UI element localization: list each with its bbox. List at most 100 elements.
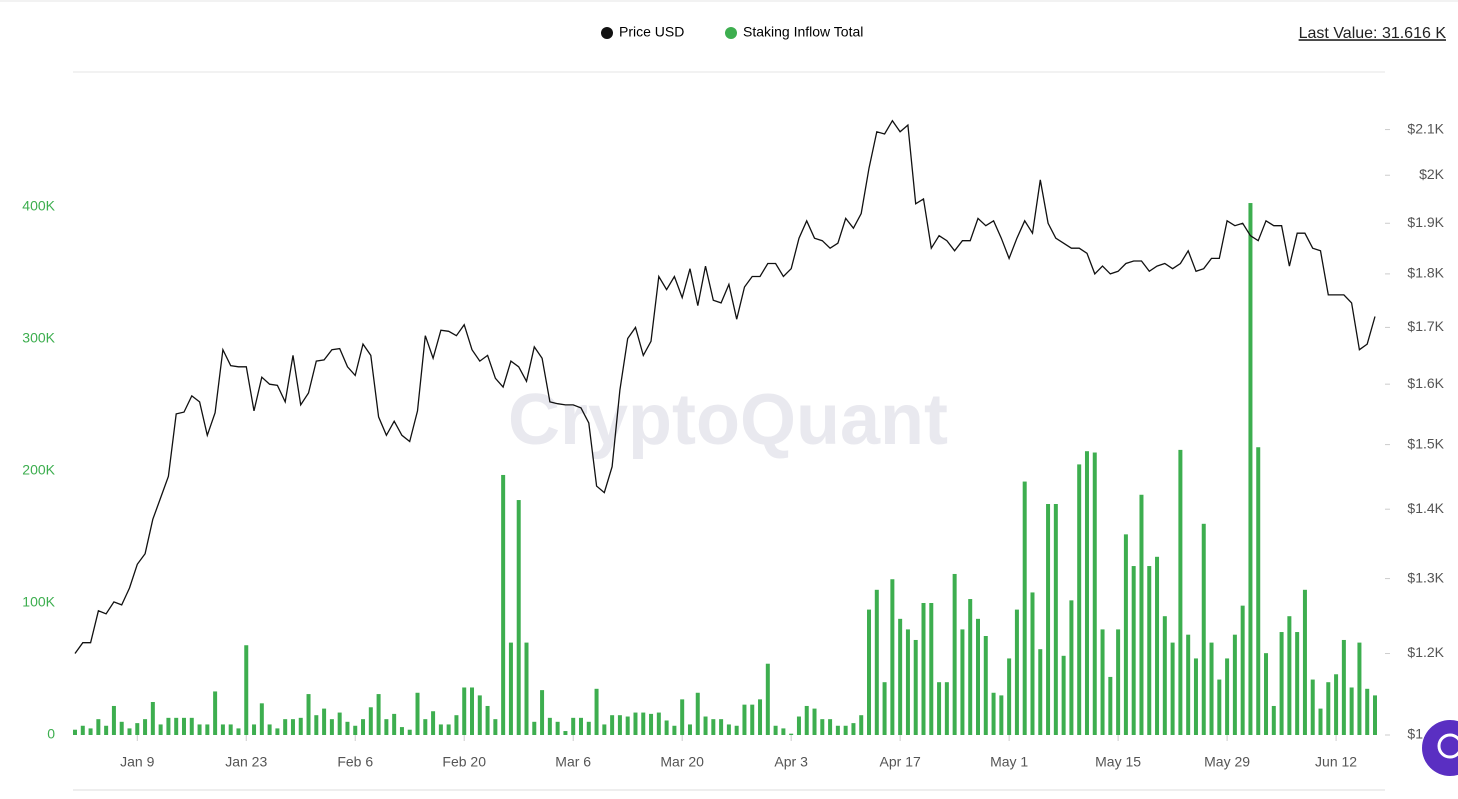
labels: 0100K200K300K400K$1.1K$1.2K$1.3K$1.4K$1.… [22, 120, 1444, 769]
bar [1209, 642, 1214, 735]
bar [1053, 504, 1058, 735]
bar [438, 724, 443, 735]
bar [835, 725, 840, 735]
bar [189, 717, 194, 735]
bar [485, 705, 490, 735]
bar [322, 708, 327, 735]
bar [423, 719, 428, 735]
bar [851, 723, 856, 735]
bar [236, 728, 241, 735]
bar [353, 725, 358, 735]
bar [1341, 639, 1346, 735]
y2-tick-label: $2.1K [1407, 120, 1444, 136]
bar [111, 705, 116, 735]
y2-tick-label: $1.8K [1407, 265, 1444, 281]
bar [890, 579, 895, 735]
bar [158, 724, 163, 735]
bar [641, 712, 646, 735]
bar [306, 694, 311, 735]
bar [244, 645, 249, 735]
x-tick-label: Jan 9 [120, 754, 154, 770]
bar [1256, 447, 1261, 735]
legend-label[interactable]: Staking Inflow Total [743, 24, 863, 40]
lines [74, 119, 1376, 654]
x-tick-label: Feb 6 [337, 754, 373, 770]
bar [664, 720, 669, 735]
legend-label[interactable]: Price USD [619, 24, 684, 40]
bar [789, 733, 794, 735]
y2-tick-label: $2K [1419, 166, 1445, 182]
bar [501, 474, 506, 735]
bar [952, 573, 957, 735]
bar [80, 725, 85, 735]
bar [937, 682, 942, 735]
bar [135, 723, 140, 735]
bar [88, 728, 93, 735]
bar [563, 731, 568, 735]
bar [571, 717, 576, 735]
bar [750, 704, 755, 735]
bar [516, 500, 521, 735]
x-tick-label: Mar 20 [660, 754, 704, 770]
x-tick-label: Feb 20 [442, 754, 486, 770]
bar [298, 717, 303, 735]
bar [119, 721, 124, 735]
bar [1271, 705, 1276, 735]
bar [617, 715, 622, 735]
bar [127, 728, 132, 735]
y2-tick-label: $1.9K [1407, 214, 1444, 230]
bar [625, 716, 630, 735]
bar [1264, 653, 1269, 735]
bar [1365, 688, 1370, 735]
bar [812, 708, 817, 735]
bar [882, 682, 887, 735]
bar [1061, 655, 1066, 735]
bar [633, 712, 638, 735]
x-tick-label: May 15 [1095, 754, 1141, 770]
bar [431, 711, 436, 735]
bar [174, 717, 179, 735]
bar [944, 682, 949, 735]
bar [968, 599, 973, 735]
bar [267, 724, 272, 735]
bar [1334, 674, 1339, 735]
bar [602, 724, 607, 735]
bar [1100, 629, 1105, 735]
bar [859, 715, 864, 735]
bar [477, 695, 482, 735]
y2-tick-label: $1.4K [1407, 500, 1444, 516]
bar [742, 704, 747, 735]
y-tick-label: 200K [22, 462, 55, 478]
bar [1162, 616, 1167, 735]
chat-icon [1437, 733, 1458, 759]
x-tick-label: May 29 [1204, 754, 1250, 770]
bar [166, 717, 171, 735]
bar [991, 692, 996, 735]
bar [368, 707, 373, 735]
bar [1077, 464, 1082, 735]
bar [828, 719, 833, 735]
bar [462, 687, 467, 735]
x-tick-label: Jan 23 [225, 754, 267, 770]
bar [407, 729, 412, 735]
bar [345, 721, 350, 735]
bar [867, 609, 872, 735]
bar [610, 715, 615, 735]
bar [508, 642, 513, 735]
bar [150, 702, 155, 735]
bar [329, 719, 334, 735]
bar [1318, 708, 1323, 735]
x-tick-label: Apr 3 [774, 754, 808, 770]
bar [1155, 556, 1160, 735]
bar [1302, 589, 1307, 735]
bar [96, 719, 101, 735]
last-value[interactable]: Last Value: 31.616 K [1299, 25, 1447, 42]
bar [1326, 682, 1331, 735]
bar [1123, 534, 1128, 735]
bar [726, 724, 731, 735]
bar [1069, 600, 1074, 735]
bar [820, 719, 825, 735]
bar [259, 703, 264, 735]
bar [540, 690, 545, 735]
